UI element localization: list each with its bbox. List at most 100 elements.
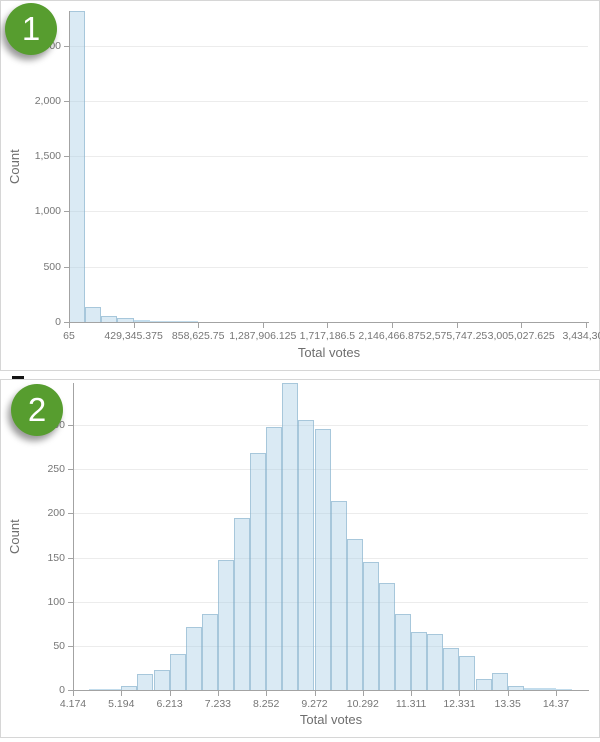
x-tick-label: 13.35 bbox=[494, 698, 521, 710]
x-axis-line bbox=[69, 322, 589, 323]
y-axis-title: Count bbox=[7, 149, 22, 184]
chart-card-votes-raw: Count Total votes 0 500 1,000 1,500 2,000 2,5… bbox=[0, 0, 600, 371]
x-tick-label: 1,287,906.125 bbox=[229, 330, 297, 342]
histogram-bar bbox=[182, 321, 199, 322]
y-tick-mark bbox=[68, 469, 73, 471]
x-tick-label: 12.331 bbox=[443, 698, 476, 710]
y-tick-label: 1,000 bbox=[34, 205, 61, 218]
histogram-bar bbox=[105, 689, 122, 690]
histogram-bar bbox=[491, 673, 508, 690]
x-tick-mark bbox=[169, 691, 171, 696]
x-tick-label: 1,717,186.5 bbox=[299, 330, 356, 342]
x-tick-label: 6.213 bbox=[156, 698, 183, 710]
x-tick-mark bbox=[507, 691, 509, 696]
y-tick-label: 0 bbox=[55, 316, 61, 328]
chart-card-votes-log: Count Total votes 0501001502002503004.17… bbox=[0, 379, 600, 738]
x-tick-label: 3,005,027.625 bbox=[487, 330, 555, 342]
x-tick-mark bbox=[459, 691, 461, 696]
histogram-bar bbox=[85, 306, 102, 322]
y-gridline bbox=[74, 469, 588, 471]
x-axis-title: Total votes bbox=[299, 712, 363, 727]
histogram-bar bbox=[217, 560, 234, 690]
y-tick-label: 1,500 bbox=[34, 150, 61, 163]
histogram-bar bbox=[201, 614, 218, 690]
histogram-bar bbox=[298, 419, 315, 690]
y-tick-label: 2,000 bbox=[34, 94, 61, 107]
x-tick-label: 858,625.75 bbox=[171, 330, 225, 342]
histogram-bar bbox=[101, 315, 118, 322]
histogram-bar bbox=[89, 689, 106, 690]
histogram-bar bbox=[475, 679, 492, 690]
y-tick-mark bbox=[64, 45, 69, 47]
x-tick-label: 8.252 bbox=[253, 698, 280, 710]
y-tick-label: 250 bbox=[47, 463, 65, 476]
histogram-bar bbox=[523, 688, 540, 690]
x-tick-mark bbox=[362, 691, 364, 696]
histogram-bar bbox=[121, 685, 138, 690]
x-tick-mark bbox=[327, 323, 329, 328]
y-gridline bbox=[74, 425, 588, 426]
histogram-bar bbox=[117, 318, 134, 322]
x-tick-mark bbox=[392, 323, 393, 328]
histogram-bar bbox=[330, 500, 347, 690]
y-gridline bbox=[70, 100, 588, 102]
y-tick-mark bbox=[64, 156, 69, 158]
x-tick-mark bbox=[411, 691, 413, 696]
histogram-bar bbox=[507, 686, 524, 690]
x-tick-mark bbox=[456, 323, 458, 328]
histogram-bar bbox=[395, 614, 412, 690]
histogram-bar bbox=[411, 631, 428, 690]
histogram-bar bbox=[169, 653, 186, 690]
x-tick-mark bbox=[521, 323, 523, 328]
y-gridline bbox=[70, 156, 588, 158]
histogram-bar bbox=[250, 453, 267, 690]
y-tick-label: 150 bbox=[47, 551, 65, 564]
x-tick-mark bbox=[585, 323, 587, 328]
histogram-bar bbox=[266, 426, 283, 690]
x-tick-mark bbox=[262, 323, 264, 328]
x-axis-line bbox=[73, 690, 589, 691]
y-tick-label: 100 bbox=[47, 595, 65, 608]
x-tick-label: 65 bbox=[63, 330, 75, 342]
histogram-bar bbox=[362, 561, 379, 690]
y-axis-line bbox=[69, 11, 70, 322]
histogram-bar bbox=[133, 320, 150, 322]
histogram-bar bbox=[378, 583, 395, 690]
y-tick-mark bbox=[68, 601, 73, 603]
x-tick-label: 9.272 bbox=[301, 698, 328, 710]
x-tick-label: 7.233 bbox=[204, 698, 232, 710]
x-tick-label: 5.194 bbox=[108, 698, 135, 710]
y-gridline bbox=[70, 45, 588, 47]
x-tick-mark bbox=[556, 691, 557, 696]
x-tick-mark bbox=[314, 691, 316, 696]
y-tick-mark bbox=[64, 266, 69, 268]
x-tick-mark bbox=[266, 691, 268, 696]
y-tick-label: 200 bbox=[47, 507, 65, 520]
x-tick-label: 2,146,466.875 bbox=[358, 330, 426, 342]
y-tick-mark bbox=[68, 645, 73, 647]
x-tick-label: 3,434,308 bbox=[562, 330, 600, 342]
x-tick-mark bbox=[121, 691, 123, 696]
x-tick-label: 2,575,747.25 bbox=[425, 330, 488, 342]
histogram-bar bbox=[443, 647, 460, 690]
x-tick-mark bbox=[73, 691, 74, 696]
y-tick-mark bbox=[68, 513, 73, 515]
y-axis-line bbox=[73, 383, 74, 690]
histogram-bar bbox=[346, 538, 363, 690]
x-tick-label: 11.311 bbox=[395, 698, 427, 710]
histogram-bar bbox=[427, 634, 444, 690]
y-tick-label: 50 bbox=[53, 639, 65, 652]
step-2-badge: 2 bbox=[11, 384, 63, 436]
x-tick-label: 429,345.375 bbox=[104, 330, 163, 342]
histogram-bar bbox=[539, 688, 556, 690]
histogram-bar bbox=[137, 674, 154, 690]
histogram-bar bbox=[314, 429, 331, 690]
step-1-badge: 1 bbox=[5, 3, 57, 55]
x-tick-label: 14.37 bbox=[542, 698, 570, 710]
y-tick-mark bbox=[64, 100, 69, 102]
x-tick-label: 4.174 bbox=[59, 698, 87, 710]
histogram-bar bbox=[556, 689, 573, 690]
y-tick-mark bbox=[68, 690, 73, 691]
y-tick-label: 500 bbox=[43, 260, 61, 273]
histogram-bar bbox=[165, 321, 183, 322]
